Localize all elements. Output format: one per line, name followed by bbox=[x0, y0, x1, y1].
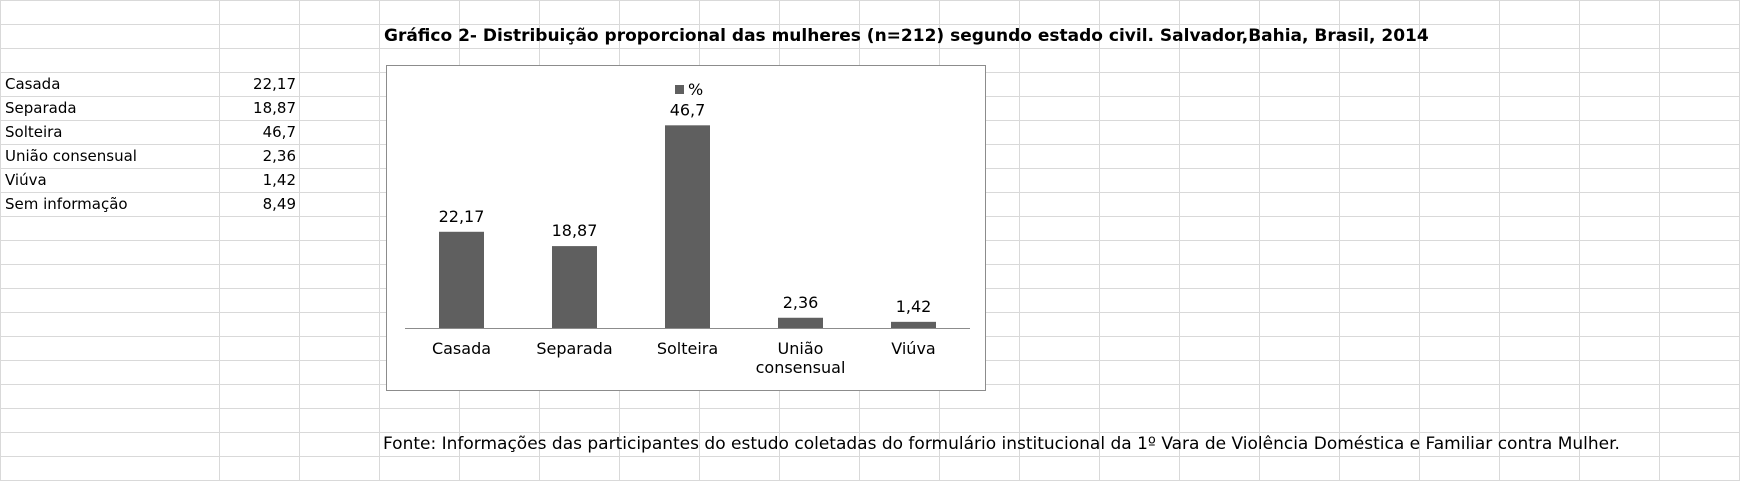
cell-label-solteira[interactable]: Solteira bbox=[5, 123, 63, 141]
bar-chart: % 22,17 Casada 18,87 Separada 46,7 Solteira 2,3… bbox=[405, 80, 970, 377]
x-tick-label: União consensual bbox=[756, 339, 846, 377]
cell-label-separada[interactable]: Separada bbox=[5, 99, 77, 117]
legend-swatch bbox=[675, 85, 684, 94]
data-label: 2,36 bbox=[783, 293, 819, 312]
data-label: 1,42 bbox=[896, 297, 932, 316]
bar-5[interactable] bbox=[891, 321, 936, 328]
cell-label-uniao-consensual[interactable]: União consensual bbox=[5, 147, 137, 165]
legend: % bbox=[675, 80, 703, 99]
x-tick-label: Viúva bbox=[891, 339, 935, 358]
chart-area[interactable]: % 22,17 Casada 18,87 Separada 46,7 Solteira 2,3… bbox=[386, 65, 986, 391]
cell-value-solteira[interactable]: 46,7 bbox=[262, 123, 296, 141]
x-tick-label: Separada bbox=[536, 339, 612, 358]
cell-value-separada[interactable]: 18,87 bbox=[253, 99, 296, 117]
cell-value-casada[interactable]: 22,17 bbox=[253, 75, 296, 93]
cell-label-casada[interactable]: Casada bbox=[5, 75, 61, 93]
data-label: 46,7 bbox=[670, 100, 706, 119]
data-label: 22,17 bbox=[439, 207, 485, 226]
cell-label-sem-informacao[interactable]: Sem informação bbox=[5, 195, 128, 213]
source-note: Fonte: Informações das participantes do … bbox=[383, 434, 1620, 454]
x-tick-label: Solteira bbox=[657, 339, 718, 358]
legend-label: % bbox=[688, 80, 703, 99]
cell-value-viuva[interactable]: 1,42 bbox=[262, 171, 296, 189]
bar-2[interactable] bbox=[552, 246, 597, 328]
bar-3[interactable] bbox=[665, 125, 710, 329]
cell-label-viuva[interactable]: Viúva bbox=[5, 171, 47, 189]
x-tick-label: Casada bbox=[432, 339, 491, 358]
data-label: 18,87 bbox=[552, 221, 598, 240]
cell-value-uniao-consensual[interactable]: 2,36 bbox=[262, 147, 296, 165]
bar-1[interactable] bbox=[439, 231, 484, 328]
cell-value-sem-informacao[interactable]: 8,49 bbox=[262, 195, 296, 213]
bar-4[interactable] bbox=[778, 317, 823, 328]
chart-title: Gráfico 2- Distribuição proporcional das… bbox=[384, 26, 1429, 46]
